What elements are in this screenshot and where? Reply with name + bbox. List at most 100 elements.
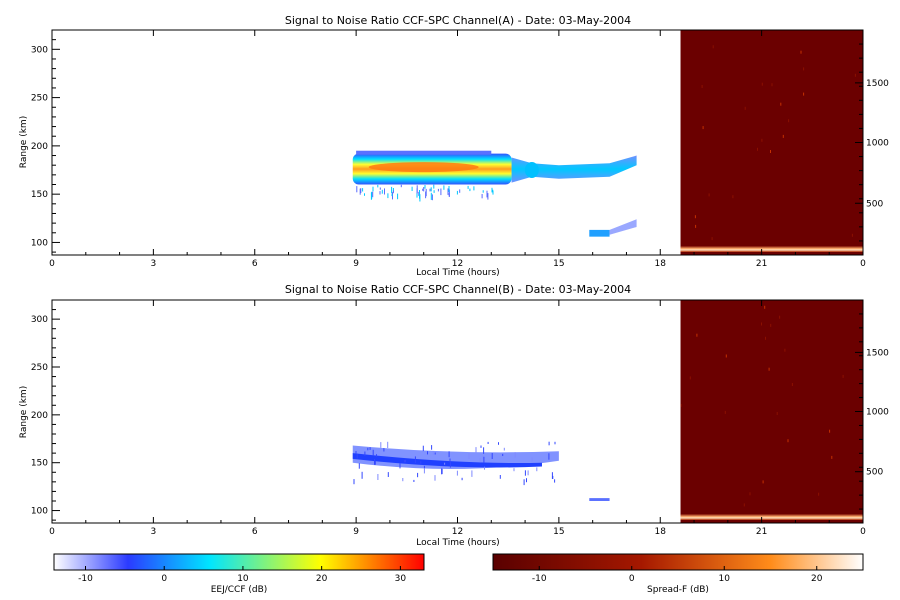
echo-speck: [467, 185, 469, 189]
echo-speck: [434, 475, 436, 481]
echo-speck: [480, 445, 482, 448]
echo-speck: [448, 451, 450, 458]
echo-speck: [414, 456, 416, 463]
echo-speck: [383, 448, 385, 452]
echo-speck: [514, 452, 516, 458]
echo-speck: [369, 447, 371, 450]
echo-speck: [358, 463, 360, 469]
y-tick-label: 150: [31, 459, 48, 469]
colorbar-eej-gradient: [53, 553, 425, 571]
echo-speck: [430, 192, 432, 200]
spread-f-speckle: [761, 322, 762, 326]
echo-speck: [374, 460, 376, 465]
y-axis-label-a: Range (km): [19, 116, 29, 168]
echo-speck: [376, 454, 377, 457]
colorbar-spread-f: -10 0 10 20 Spread-F (dB): [492, 553, 864, 595]
right-y-tick-label: 1000: [866, 139, 889, 149]
echo-speck: [524, 470, 526, 476]
spread-f-bottom-band-a: [680, 246, 863, 252]
echo-speck: [399, 463, 401, 469]
echo-speck: [419, 194, 421, 202]
y-tick-label: 250: [31, 94, 48, 104]
y-tick-label: 200: [31, 411, 48, 421]
echo-speck: [402, 478, 404, 482]
echo-speck: [387, 472, 389, 477]
panel-b-title: Signal to Noise Ratio CCF-SPC Channel(B)…: [285, 283, 631, 296]
echo-speck: [491, 187, 493, 193]
echo-speck: [536, 467, 538, 472]
right-y-tick-label: 1000: [866, 408, 889, 418]
echo-speck: [513, 468, 515, 472]
spread-f-speckle: [776, 412, 778, 415]
y-tick-label: 150: [31, 190, 48, 200]
echo-speck: [372, 186, 374, 192]
y-tick-label: 100: [31, 238, 48, 248]
spread-f-bottom-band-b: [680, 514, 863, 520]
echo-speck: [430, 187, 432, 192]
x-tick-label: 15: [553, 527, 564, 537]
spread-f-speckle: [782, 134, 784, 138]
spread-f-speckle: [842, 374, 844, 378]
echo-speck: [380, 442, 382, 448]
echo-speck: [413, 479, 415, 482]
x-tick-label: 21: [756, 527, 767, 537]
spread-f-speckle: [768, 367, 770, 371]
x-axis-label-a: Local Time (hours): [416, 268, 499, 278]
spread-f-speckle: [761, 138, 763, 142]
x-tick-label: 15: [553, 259, 564, 269]
echo-speck: [482, 190, 484, 193]
echo-speck: [440, 188, 442, 196]
spread-f-speckle: [818, 492, 820, 496]
echo-speck: [416, 185, 418, 194]
colorbar-tick-label: 30: [395, 574, 407, 584]
echo-speck: [371, 191, 373, 199]
echo-speck: [360, 188, 362, 193]
echo-speck: [403, 460, 405, 463]
echo-speck: [359, 188, 361, 195]
echo-speck: [437, 188, 439, 192]
echo-speck: [449, 458, 451, 463]
spread-f-speckle: [764, 305, 766, 309]
panel-channel-a: Signal to Noise Ratio CCF-SPC Channel(A)…: [19, 14, 889, 278]
echo-speck: [448, 189, 450, 197]
colorbar-spread-f-gradient: [492, 553, 864, 571]
echo-speck: [444, 462, 446, 465]
echo-speck: [526, 478, 527, 483]
echo-speck: [469, 188, 471, 192]
echo-tail-blob: [524, 162, 539, 179]
echo-speck: [483, 447, 485, 454]
echo-tail: [511, 155, 637, 183]
echo-speck: [468, 453, 470, 459]
echo-speck: [361, 471, 363, 479]
echo-speck: [552, 475, 554, 479]
colorbar-tick-label: 0: [161, 574, 167, 584]
echo-speck: [433, 184, 435, 189]
right-y-tick-label: 500: [866, 199, 883, 209]
spread-f-speckle: [694, 215, 696, 219]
colorbar-eej-ticks: -10 0 10 20 30: [78, 566, 406, 584]
echo-speck: [473, 186, 475, 191]
x-tick-label: 12: [452, 527, 463, 537]
spread-f-speckle: [829, 429, 831, 433]
panel-channel-b: Signal to Noise Ratio CCF-SPC Channel(B)…: [19, 283, 889, 548]
echo-speck: [372, 191, 374, 198]
spread-f-speckle: [757, 147, 758, 151]
spread-f-speckle: [800, 50, 802, 54]
right-y-tick-label: 500: [866, 468, 883, 478]
spread-f-speckle: [803, 67, 805, 71]
echo-low-layer: [589, 229, 610, 237]
echo-speck: [418, 191, 420, 196]
echo-speck: [459, 189, 461, 193]
x-tick-label: 21: [756, 259, 767, 269]
echo-speck: [425, 188, 427, 197]
axes-a: 0 3 6 9 12 15 18 21 0 100 150 200 250 300 500 1000 1500: [31, 29, 889, 269]
spread-f-speckle: [712, 45, 714, 49]
echo-speck: [475, 447, 477, 453]
echo-speck: [391, 186, 393, 194]
echo-speck: [364, 451, 366, 456]
spread-f-speckle: [725, 354, 727, 358]
echo-speck: [492, 190, 494, 195]
right-y-tick-label: 1500: [866, 79, 889, 89]
spread-f-speckle: [695, 224, 697, 228]
